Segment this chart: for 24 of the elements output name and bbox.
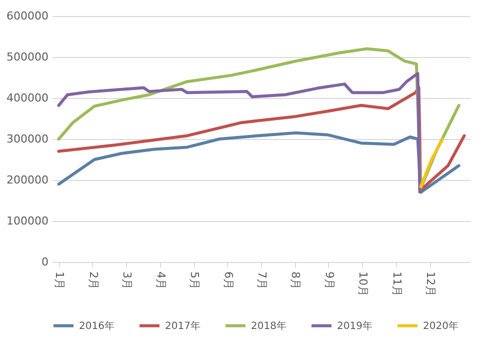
x-tick-label: 10月 — [356, 272, 370, 296]
x-tick-label: 9月 — [322, 272, 336, 290]
x-tick-label: 3月 — [120, 272, 134, 290]
x-tick-label: 8月 — [289, 272, 302, 290]
legend-label: 2019年 — [337, 320, 372, 332]
y-tick-label: 300000 — [6, 132, 48, 146]
x-tick-label: 12月 — [424, 272, 438, 296]
x-tick-label: 5月 — [188, 272, 202, 290]
x-tick-label: 2月 — [86, 272, 100, 290]
y-tick-label: 600000 — [6, 10, 48, 22]
x-tick-label: 4月 — [154, 272, 168, 290]
y-tick-label: 200000 — [6, 174, 48, 186]
legend-label: 2017年 — [165, 320, 200, 332]
y-tick-label: 100000 — [6, 214, 48, 228]
x-tick-label: 6月 — [222, 272, 235, 290]
y-tick-label: 400000 — [6, 92, 48, 104]
legend-label: 2020年 — [423, 320, 458, 332]
x-tick-label: 11月 — [390, 272, 404, 296]
legend-label: 2016年 — [79, 320, 114, 332]
y-tick-label: 0 — [42, 256, 48, 268]
x-tick-label: 1月 — [53, 272, 66, 290]
y-tick-label: 500000 — [6, 50, 48, 64]
x-tick-label: 7月 — [256, 272, 268, 290]
legend-label: 2018年 — [251, 320, 286, 332]
